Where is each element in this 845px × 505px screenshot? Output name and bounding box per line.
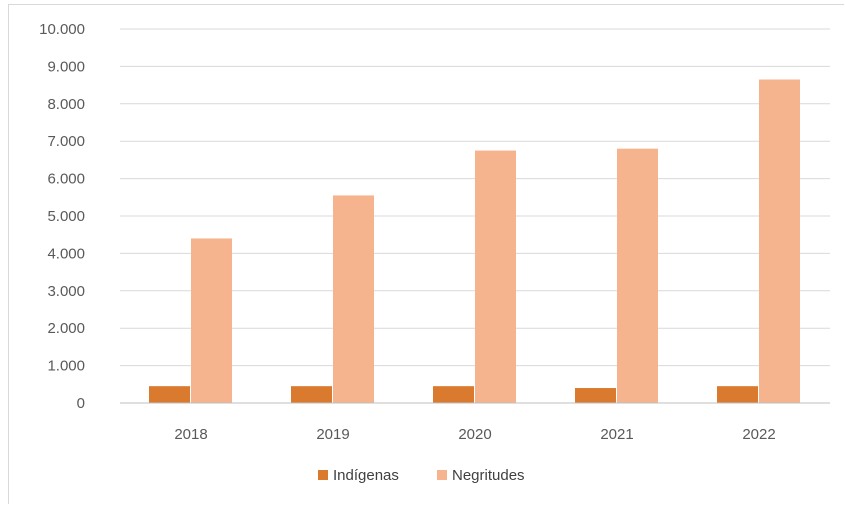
- bar-negritudes-2022: [759, 79, 800, 404]
- bars: [149, 79, 800, 404]
- y-tick-label: 9.000: [47, 58, 85, 75]
- bar-negritudes-2019: [333, 195, 374, 403]
- bar-indgenas-2020: [433, 386, 474, 403]
- bar-indgenas-2018: [149, 386, 190, 403]
- y-tick-label: 2.000: [47, 320, 85, 337]
- y-tick-label: 10.000: [39, 21, 85, 38]
- legend-swatch-indigenas: [318, 470, 328, 480]
- y-tick-label: 8.000: [47, 96, 85, 113]
- y-tick-label: 3.000: [47, 283, 85, 300]
- bar-negritudes-2021: [617, 148, 658, 403]
- y-tick-label: 6.000: [47, 171, 85, 188]
- bar-indgenas-2021: [575, 388, 616, 403]
- x-tick-label: 2019: [316, 426, 349, 443]
- x-tick-label: 2022: [742, 426, 775, 443]
- y-tick-label: 4.000: [47, 245, 85, 262]
- x-tick-label: 2021: [600, 426, 633, 443]
- y-tick-label: 1.000: [47, 358, 85, 375]
- bar-indgenas-2019: [291, 386, 332, 403]
- x-axis-ticks: 2018 2019 2020 2021 2022: [174, 426, 775, 443]
- x-tick-label: 2020: [458, 426, 491, 443]
- bar-indgenas-2022: [717, 386, 758, 403]
- legend-label-negritudes: Negritudes: [452, 467, 525, 484]
- bar-negritudes-2018: [191, 238, 232, 403]
- x-tick-label: 2018: [174, 426, 207, 443]
- bar-chart: 0 1.000 2.000 3.000 4.000 5.000 6.000 7.000 8.00…: [39, 21, 830, 484]
- y-tick-label: 5.000: [47, 208, 85, 225]
- y-tick-label: 7.000: [47, 133, 85, 150]
- legend-swatch-negritudes: [437, 470, 447, 480]
- legend: Indígenas Negritudes: [318, 467, 525, 484]
- bar-negritudes-2020: [475, 150, 516, 403]
- y-axis-ticks: 0 1.000 2.000 3.000 4.000 5.000 6.000 7.000 8.00…: [39, 21, 85, 412]
- legend-label-indigenas: Indígenas: [333, 467, 399, 484]
- chart-area: 0 1.000 2.000 3.000 4.000 5.000 6.000 7.000 8.00…: [8, 4, 844, 504]
- y-tick-label: 0: [77, 395, 85, 412]
